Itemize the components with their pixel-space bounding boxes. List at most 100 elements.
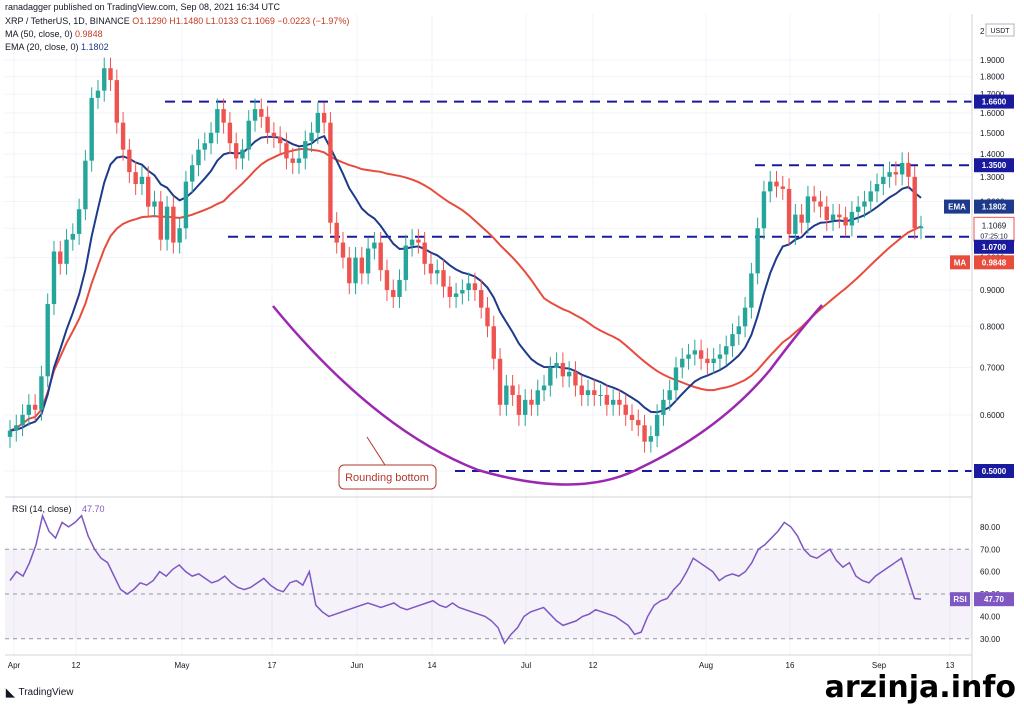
candle-body — [227, 122, 233, 144]
candle-body — [102, 68, 107, 91]
price-tick-label: 1.9000 — [980, 56, 1005, 65]
ma-value-label-bg — [974, 255, 1014, 270]
candle-body — [284, 143, 289, 159]
price-labels: 1.6600 1.3500 1.1802 EMA 1.1069 07:25:10 1.070… — [944, 23, 1015, 607]
candle-body — [855, 206, 861, 212]
candle-body — [479, 290, 484, 308]
candle-body — [604, 395, 610, 405]
candle-body — [874, 184, 880, 192]
candle-body — [824, 206, 829, 220]
ma-legend-value: 0.9848 — [75, 29, 103, 39]
candle-body — [208, 132, 214, 144]
rsi-line — [9, 513, 922, 645]
symbol-name: XRP / TetherUS, 1D, BINANCE — [5, 16, 130, 26]
time-tick-label: Sep — [872, 661, 887, 670]
time-tick-label: Aug — [699, 661, 713, 670]
countdown: 07:25:10 — [980, 233, 1007, 240]
ema-20-polyline — [9, 134, 922, 432]
candle-body — [881, 176, 886, 185]
candle-body — [548, 367, 553, 386]
candle-body — [472, 283, 478, 291]
candle-body — [391, 290, 396, 297]
annotation-box — [338, 464, 437, 490]
candle-body — [711, 358, 716, 364]
candle-body — [265, 116, 270, 133]
support-resistance-levels — [165, 100, 972, 472]
time-tick-label: 17 — [268, 661, 277, 670]
candle-body — [83, 160, 88, 210]
candle-body — [127, 149, 132, 173]
candle-body — [321, 112, 327, 123]
candle-body — [843, 217, 848, 226]
candle-body — [51, 251, 57, 305]
price-tick-label: 1.3000 — [980, 173, 1005, 182]
candle-body — [460, 290, 465, 294]
candle-body — [20, 414, 25, 426]
rsi-value-label: 47.70 — [984, 595, 1005, 604]
candle-body — [554, 363, 559, 368]
candle-body — [183, 181, 189, 229]
candle-body — [573, 371, 578, 386]
level-0500-label: 0.5000 — [982, 467, 1007, 476]
candle-body — [849, 211, 855, 226]
level-1070-label-bg — [974, 239, 1014, 254]
price-tick-label: 1.8000 — [980, 73, 1005, 82]
candle-body — [899, 162, 905, 175]
candle-body — [190, 165, 195, 182]
tradingview-brand[interactable]: ◣ TradingView — [6, 686, 74, 699]
candle-body — [290, 158, 295, 163]
rsi-tick-label: 60.00 — [980, 568, 1001, 577]
candle-body — [623, 404, 628, 415]
currency-tag: USDT — [990, 28, 1010, 35]
candle-body — [529, 399, 534, 405]
candle-body — [510, 385, 515, 396]
candle-body — [780, 186, 785, 189]
candle-body — [862, 201, 867, 207]
candle-body — [453, 293, 459, 297]
candle-body — [592, 390, 597, 396]
candle-body — [64, 239, 69, 264]
candle-body — [246, 120, 251, 150]
rsi-tick-label: 80.00 — [980, 523, 1001, 532]
candle-body — [259, 109, 264, 117]
candle-body — [705, 358, 710, 364]
candle-body — [315, 112, 321, 133]
candle-body — [108, 68, 113, 81]
candle-body — [579, 385, 584, 396]
candle-body — [667, 390, 672, 400]
candle-body — [296, 158, 302, 163]
candle-body — [805, 196, 811, 223]
candle-body — [516, 395, 522, 415]
ema-legend-value: 1.1802 — [81, 42, 109, 52]
candle-body — [397, 279, 402, 297]
candle-body — [768, 181, 773, 192]
price-tick-label: 1.4000 — [980, 150, 1005, 159]
candle-body — [428, 263, 434, 274]
price-tick-label: 0.8000 — [980, 322, 1005, 331]
rsi-pane: RSI (14, close) 47.70 — [5, 504, 972, 645]
candle-body — [95, 90, 101, 98]
level-1350-label: 1.3500 — [982, 161, 1007, 170]
time-tick-label: Jul — [521, 661, 531, 670]
candle-body — [648, 436, 654, 442]
candle-body — [215, 109, 220, 133]
candle-body — [617, 399, 622, 405]
tradingview-logo-icon: ◣ — [6, 687, 15, 699]
candle-body — [384, 270, 390, 291]
candle-body — [114, 80, 120, 123]
ma-value-label: 0.9848 — [982, 258, 1007, 267]
candle-body — [793, 214, 798, 234]
candle-body — [749, 273, 754, 308]
candle-body — [893, 172, 899, 175]
candle-body — [89, 97, 94, 161]
candle-body — [497, 358, 503, 405]
ma-legend-label: MA (50, close, 0) — [5, 29, 73, 39]
candle-body — [328, 122, 333, 223]
candle-body — [717, 354, 723, 359]
rounding-bottom-curve — [272, 304, 823, 486]
brand-text: TradingView — [18, 687, 74, 698]
rounding-bottom-path — [272, 304, 823, 486]
ohlc-values: O1.1290 H1.1480 L1.0133 C1.1069 −0.0223 … — [132, 16, 350, 26]
candle-body — [629, 414, 635, 421]
